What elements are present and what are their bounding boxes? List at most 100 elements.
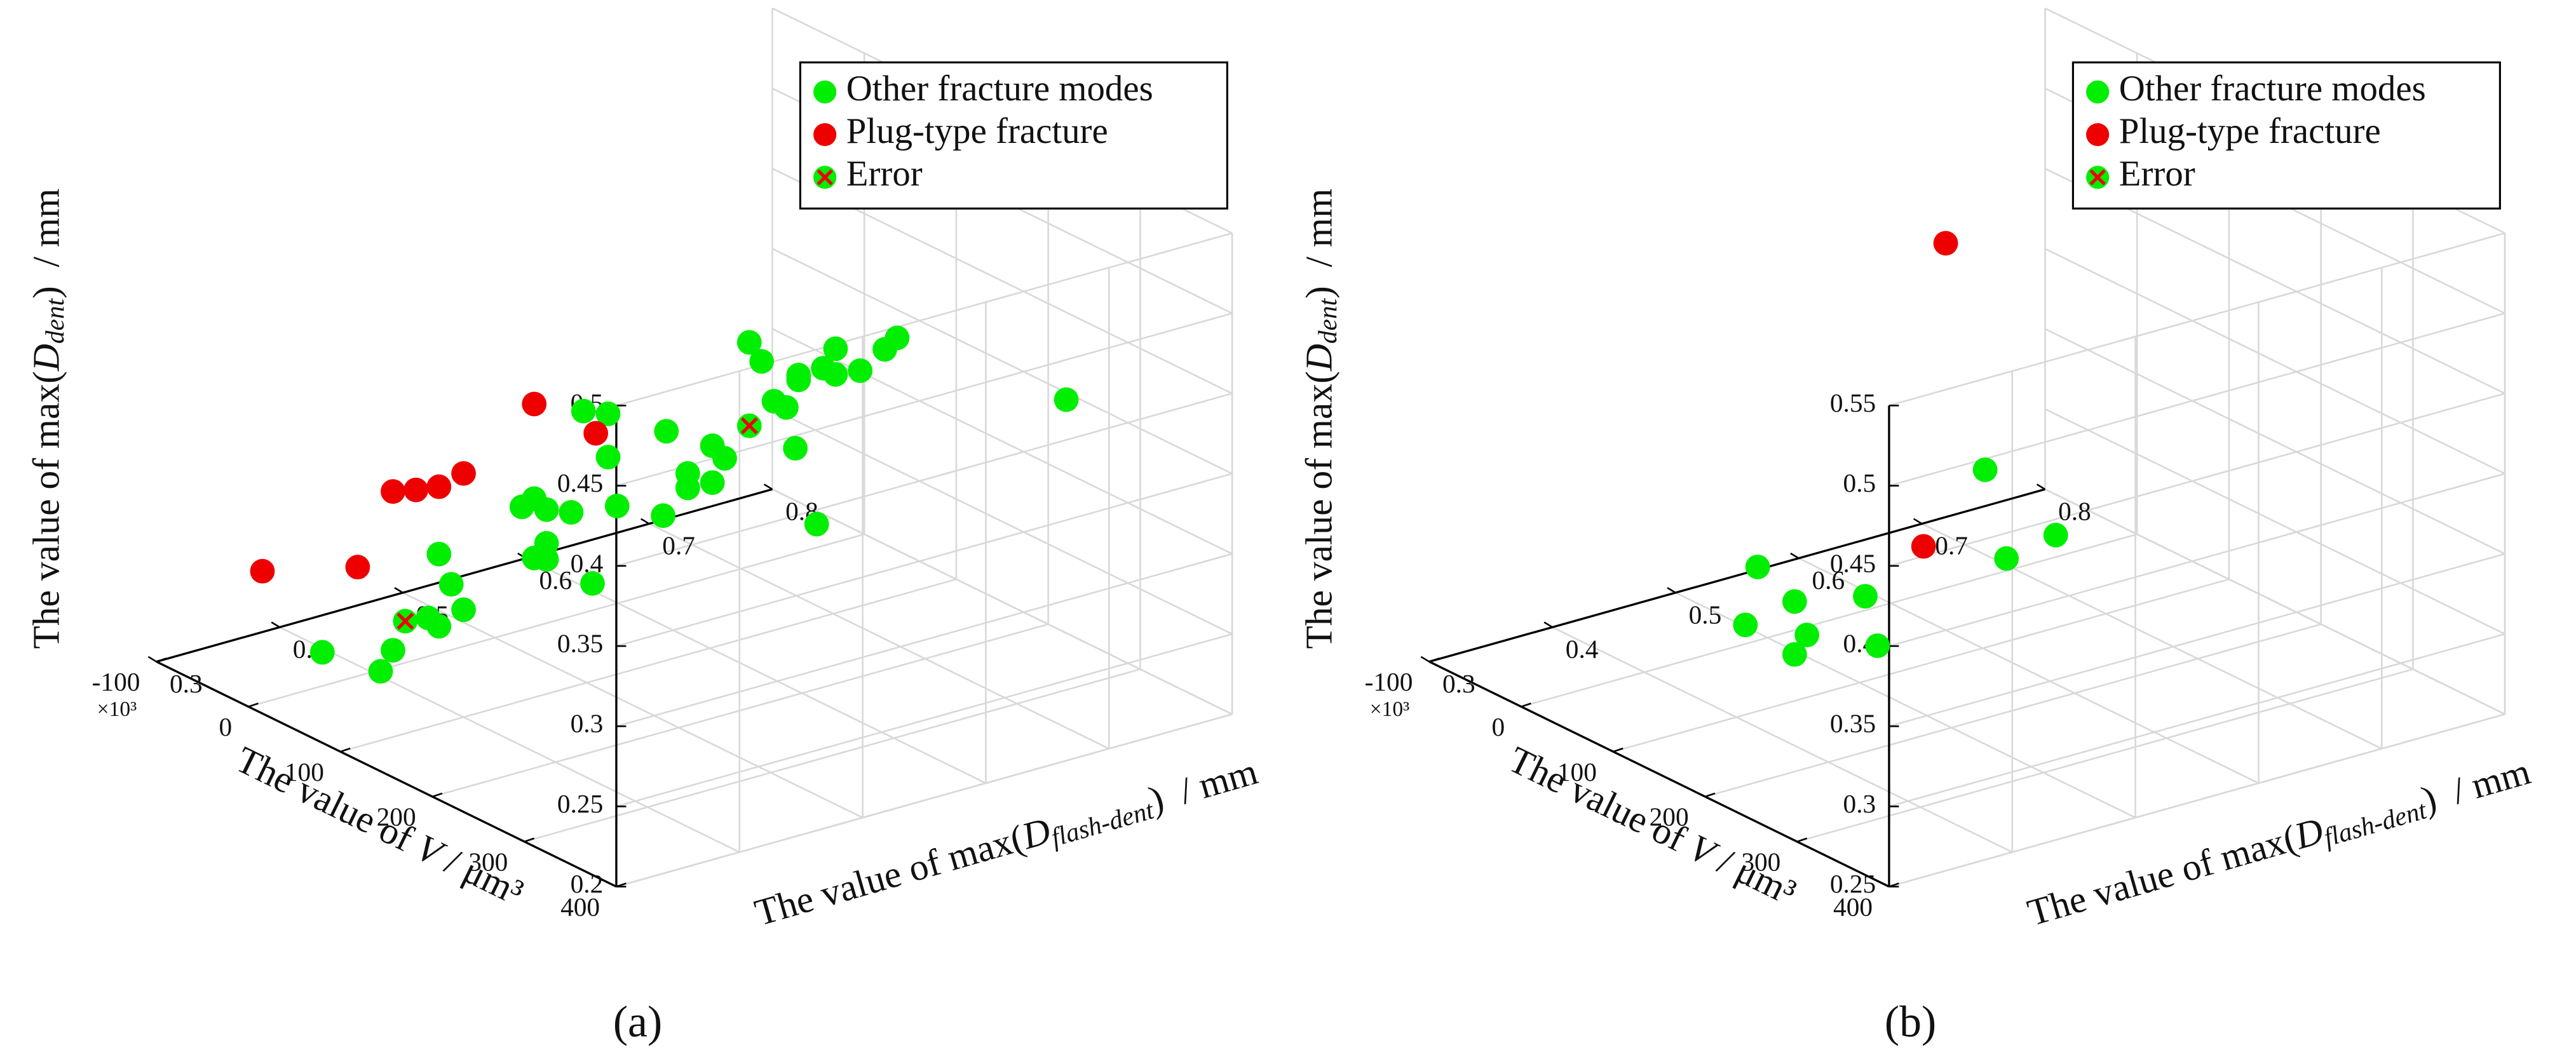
grid-line — [2044, 489, 2505, 715]
point — [651, 503, 675, 529]
point — [426, 614, 452, 639]
point — [786, 363, 811, 388]
y-tick-label: -100 — [1365, 667, 1413, 696]
y-tick — [248, 702, 259, 708]
y-tick-label: -100 — [92, 667, 140, 696]
point — [345, 555, 370, 580]
point — [403, 477, 429, 503]
point — [571, 398, 596, 424]
point — [749, 349, 775, 374]
legend-marker — [2086, 80, 2110, 104]
grid-line — [1888, 312, 2505, 487]
grid-line — [649, 523, 1109, 750]
point — [1733, 612, 1758, 638]
grid-line — [279, 626, 740, 853]
legend-box — [2071, 61, 2501, 210]
y-axis — [156, 661, 617, 888]
point — [534, 497, 559, 522]
y-tick — [1428, 658, 1440, 663]
grid-line — [616, 393, 1233, 567]
x-axis-label-prefix: The value of max( — [2023, 817, 2302, 934]
x-tick — [2036, 483, 2046, 490]
x-tick — [1667, 587, 1676, 594]
point — [250, 558, 275, 584]
point — [1794, 623, 1820, 647]
x-axis-label-prefix: The value of max( — [750, 817, 1029, 934]
y-tick-label: 300 — [1741, 847, 1780, 876]
x-axis-label-suffix: ) / mm — [1144, 750, 1262, 820]
error-cross — [817, 169, 833, 185]
y-tick — [1705, 792, 1716, 798]
z-tick-label: 0.25 — [557, 789, 603, 818]
y-tick-label: 400 — [1833, 892, 1873, 921]
z-tick-label: 0.45 — [557, 468, 603, 497]
y-tick — [1521, 702, 1531, 708]
y-tick-label: 0 — [1491, 712, 1505, 741]
z-axis-label: The value of max(Ddent) / mm — [25, 189, 70, 649]
grid-line — [1888, 633, 2505, 807]
point — [534, 547, 559, 572]
grid-line — [1888, 232, 2505, 407]
point — [654, 419, 679, 444]
point — [823, 336, 848, 361]
grid-line — [771, 408, 1233, 635]
x-tick-label: 0.4 — [1566, 635, 1599, 664]
point — [381, 638, 405, 663]
y-tick-label: 100 — [1557, 757, 1597, 786]
x-tick-label: 0.8 — [2058, 496, 2091, 525]
point — [604, 494, 630, 518]
grid-line — [1552, 626, 2013, 853]
grid-line — [616, 553, 1233, 727]
point — [559, 500, 584, 525]
legend-label: Plug-type fracture — [2119, 111, 2381, 151]
point — [381, 479, 405, 504]
grid-line — [616, 713, 1233, 887]
point — [1782, 589, 1807, 614]
y-tick — [524, 837, 535, 843]
point — [1782, 642, 1807, 667]
point — [783, 436, 808, 461]
grid-line — [2044, 408, 2505, 635]
panel-label: (b) — [1885, 997, 1936, 1046]
x-tick — [1420, 656, 1430, 663]
x-tick — [394, 587, 403, 594]
point — [848, 358, 873, 383]
point — [595, 445, 621, 469]
grid-line — [1888, 713, 2505, 887]
x-axis-label-subscript: flash-dent — [1048, 795, 1158, 852]
z-tick-label: 0.3 — [1843, 789, 1876, 818]
y-multiplier: ×10³ — [97, 698, 137, 721]
x-tick-label: 0.3 — [1442, 669, 1475, 698]
grid-line — [2044, 328, 2505, 555]
y-tick-label: 400 — [560, 892, 600, 921]
x-tick-label: 0.7 — [1935, 531, 1968, 560]
z-axis-label-suffix: ) / mm — [25, 189, 67, 299]
point — [823, 361, 848, 387]
x-tick — [1543, 621, 1553, 628]
point — [522, 391, 547, 417]
x-tick-label: 0.6 — [1812, 565, 1845, 595]
y-tick-label: 0 — [219, 712, 232, 741]
x-tick — [1790, 552, 1800, 559]
z-axis-label-subscript: dent — [41, 297, 70, 344]
point — [1054, 387, 1079, 412]
point — [451, 597, 476, 623]
z-axis-label-suffix: ) / mm — [1298, 189, 1339, 299]
grid-line — [248, 533, 865, 708]
z-axis-label-prefix: The value of max( — [1298, 371, 1339, 649]
grid-line — [771, 489, 1233, 715]
z-tick-label: 0.55 — [1830, 388, 1876, 417]
grid-line — [1888, 553, 2505, 727]
point — [438, 572, 464, 597]
x-tick — [763, 483, 773, 490]
point — [583, 421, 609, 446]
point — [885, 325, 910, 351]
legend-marker — [2086, 123, 2110, 147]
point — [774, 395, 799, 420]
grid-line — [1705, 623, 2321, 798]
grid-line — [616, 232, 1233, 407]
point — [804, 511, 829, 537]
z-tick-label: 0.35 — [557, 628, 603, 658]
point — [426, 541, 452, 567]
